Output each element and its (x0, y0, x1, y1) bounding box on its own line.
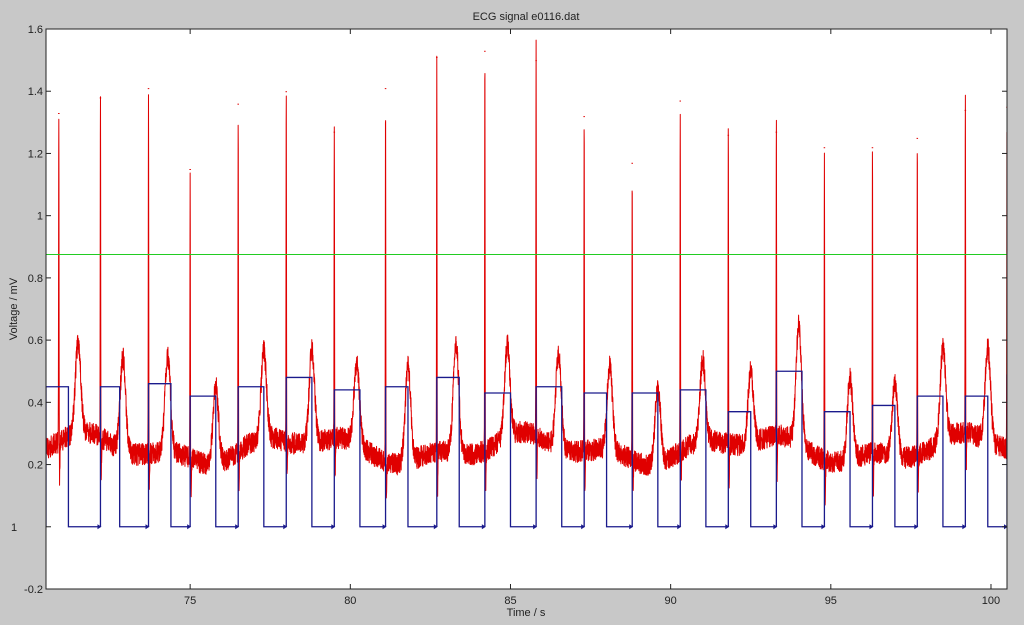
detection-marker (629, 524, 634, 530)
y-tick-label: 1.4 (28, 86, 43, 98)
detection-marker (581, 524, 586, 530)
y-tick-label: 0.2 (28, 460, 43, 472)
detection-marker (145, 524, 150, 530)
series-line-detection (46, 370, 1007, 528)
detection-marker (97, 524, 102, 530)
x-tick-label: 85 (504, 595, 516, 607)
x-tick-label: 75 (184, 595, 196, 607)
y-tick-label: -0.2 (24, 584, 43, 596)
y-tick-label: 1.2 (28, 148, 43, 160)
chart-title: ECG signal e0116.dat (473, 11, 580, 23)
detection-marker (187, 524, 192, 530)
y-tick-label: 1 (11, 522, 17, 534)
x-axis-label: Time / s (507, 607, 546, 619)
x-tick-label: 90 (665, 595, 677, 607)
series-layer (46, 39, 1007, 530)
detection-marker (677, 524, 682, 530)
axis-ticks: 75 80 85 90 95 100 -0.2 1 0.2 0.4 0.6 0.8 1 1.2 1.4 1.6 (11, 24, 1007, 607)
detection-marker (481, 524, 486, 530)
x-tick-label: 95 (825, 595, 837, 607)
detection-marker (382, 524, 387, 530)
detection-marker (433, 524, 438, 530)
y-tick-label: 1.6 (28, 24, 43, 36)
detection-marker (821, 524, 826, 530)
detection-marker (914, 524, 919, 530)
y-axis-label: Voltage / mV (8, 277, 20, 340)
y-tick-label: 1 (37, 211, 43, 223)
plot-frame (45, 28, 1008, 590)
detection-marker (725, 524, 730, 530)
detection-marker (235, 524, 240, 530)
detection-marker (533, 524, 538, 530)
y-tick-label: 0.6 (28, 335, 43, 347)
detection-marker (962, 524, 967, 530)
plot-area (46, 29, 1007, 589)
detection-marker (283, 524, 288, 530)
y-tick-label: 0.4 (28, 397, 43, 409)
detection-marker (331, 524, 336, 530)
detection-marker (869, 524, 874, 530)
y-tick-label: 0.8 (28, 273, 43, 285)
x-tick-label: 100 (982, 595, 1000, 607)
x-tick-label: 80 (344, 595, 356, 607)
detection-marker (773, 524, 778, 530)
